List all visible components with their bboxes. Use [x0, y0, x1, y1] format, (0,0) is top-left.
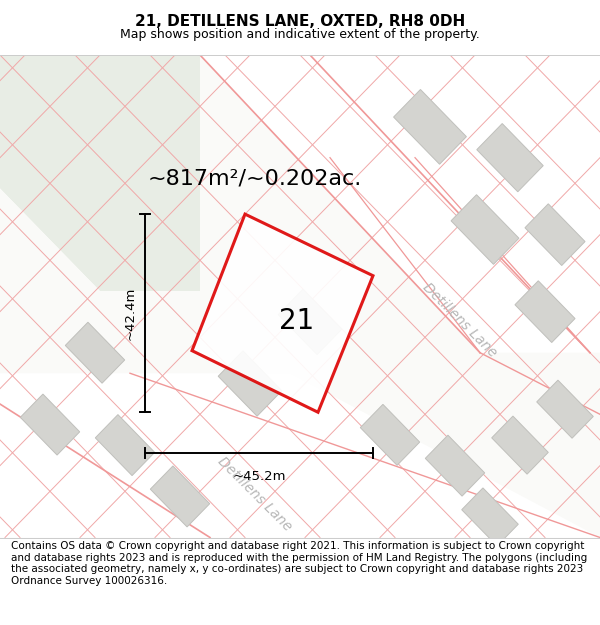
- Polygon shape: [0, 373, 600, 538]
- Polygon shape: [0, 55, 600, 538]
- Text: ~45.2m: ~45.2m: [232, 470, 286, 482]
- Polygon shape: [65, 322, 125, 383]
- Text: 21: 21: [280, 308, 314, 336]
- Polygon shape: [425, 435, 485, 496]
- Polygon shape: [394, 89, 466, 164]
- Text: Map shows position and indicative extent of the property.: Map shows position and indicative extent…: [120, 28, 480, 41]
- Polygon shape: [515, 281, 575, 342]
- Polygon shape: [20, 394, 80, 455]
- Text: ~42.4m: ~42.4m: [124, 286, 137, 340]
- Text: Detillens Lane: Detillens Lane: [420, 280, 500, 359]
- Polygon shape: [218, 351, 282, 416]
- Polygon shape: [95, 414, 155, 476]
- Polygon shape: [200, 55, 600, 352]
- Polygon shape: [361, 404, 419, 466]
- Text: ~817m²/~0.202ac.: ~817m²/~0.202ac.: [148, 168, 362, 188]
- Polygon shape: [278, 289, 342, 354]
- Polygon shape: [151, 466, 209, 527]
- Polygon shape: [525, 204, 585, 266]
- Polygon shape: [462, 488, 518, 546]
- Text: Detillens Lane: Detillens Lane: [215, 454, 295, 534]
- Polygon shape: [192, 214, 373, 412]
- Polygon shape: [537, 380, 593, 438]
- Text: Contains OS data © Crown copyright and database right 2021. This information is : Contains OS data © Crown copyright and d…: [11, 541, 587, 586]
- Text: 21, DETILLENS LANE, OXTED, RH8 0DH: 21, DETILLENS LANE, OXTED, RH8 0DH: [135, 14, 465, 29]
- Polygon shape: [0, 55, 430, 291]
- Polygon shape: [477, 124, 543, 192]
- Polygon shape: [451, 194, 519, 264]
- Polygon shape: [492, 416, 548, 474]
